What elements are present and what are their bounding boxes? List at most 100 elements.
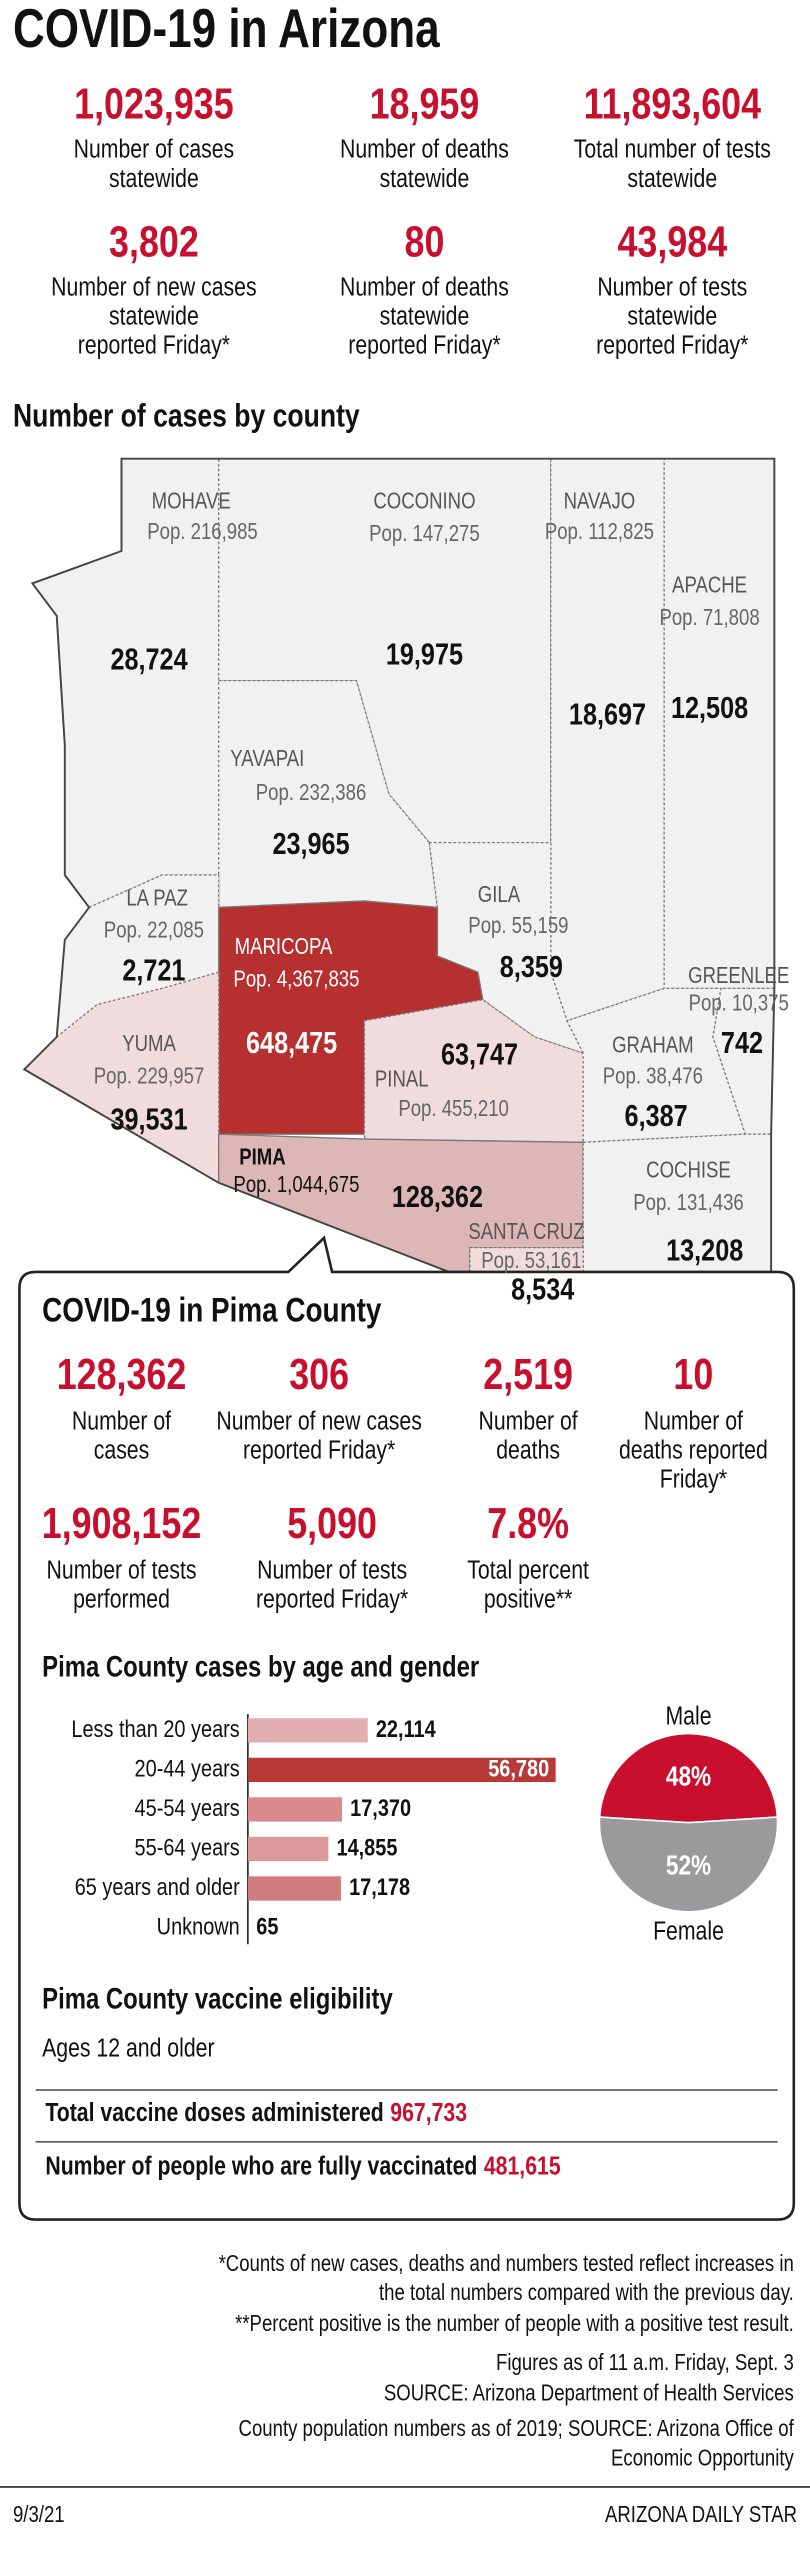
stat-label: Total percent: [467, 1557, 589, 1585]
county-name: COCHISE: [646, 1158, 731, 1183]
county-population: Pop. 112,825: [545, 519, 654, 544]
chart-title: Pima County cases by age and gender: [42, 1650, 479, 1683]
county-name: PIMA: [239, 1145, 285, 1170]
footnote: Figures as of 11 a.m. Friday, Sept. 3: [496, 2350, 794, 2375]
state-outline: [22, 457, 776, 1311]
county-cases: 23,965: [272, 827, 349, 861]
county-population: Pop. 147,275: [369, 521, 480, 546]
county-cases: 18,697: [569, 697, 646, 731]
stat-label: deaths: [496, 1437, 560, 1465]
county-cases: 2,721: [122, 953, 185, 987]
legend-label: Male: [665, 1702, 711, 1730]
footer-source: ARIZONA DAILY STAR: [605, 2502, 797, 2527]
county-population: Pop. 55,159: [468, 913, 568, 938]
eligibility: Ages 12 and older: [42, 2034, 215, 2062]
county-name: GILA: [478, 882, 521, 907]
bar-category: Less than 20 years: [71, 1715, 239, 1742]
stat-value: 18,959: [370, 80, 480, 128]
footnote: Economic Opportunity: [611, 2446, 794, 2471]
county-name: LA PAZ: [126, 886, 188, 911]
bar: [247, 1876, 341, 1901]
footnote: the total numbers compared with the prev…: [379, 2280, 794, 2305]
pima-box: [18, 1235, 796, 2221]
bar: [247, 1718, 368, 1743]
stat-label: cases: [94, 1437, 149, 1465]
county-name: YUMA: [122, 1031, 176, 1056]
bar: [247, 1836, 329, 1862]
county-population: Pop. 71,808: [659, 605, 759, 630]
bar-value-label: 17,370: [350, 1794, 411, 1821]
stat-label: Number of cases: [74, 136, 235, 164]
legend-label: Female: [653, 1918, 724, 1946]
footnote: *Counts of new cases, deaths and numbers…: [219, 2251, 794, 2276]
stat-label: Friday*: [660, 1466, 727, 1494]
title: COVID-19 in Arizona: [13, 0, 441, 59]
county-cases: 6,387: [625, 1099, 688, 1133]
stat-label: Number of: [479, 1408, 579, 1436]
county-shape: [712, 987, 776, 1135]
stat-label: positive**: [484, 1586, 573, 1614]
stat-label: performed: [73, 1586, 170, 1614]
bar-value-label: 17,178: [349, 1873, 410, 1900]
stat-label: Total number of tests: [574, 136, 771, 164]
section-title: Pima County vaccine eligibility: [42, 1982, 393, 2015]
county-population: Pop. 229,957: [94, 1064, 205, 1089]
vaccine-value: 481,615: [484, 2153, 561, 2181]
bar-value-label: 14,855: [336, 1833, 397, 1860]
county-population: Pop. 38,476: [603, 1064, 703, 1089]
pie-slice: [598, 1816, 779, 1913]
stat-label: Number of: [644, 1408, 744, 1436]
county-name: MARICOPA: [235, 934, 333, 959]
stat-label: reported Friday*: [596, 332, 748, 360]
county-name: APACHE: [672, 573, 747, 598]
stat-label: Number of new cases: [51, 274, 256, 302]
bar-value-label: 22,114: [376, 1715, 436, 1742]
county-name: GREENLEE: [688, 963, 789, 988]
stat-label: Number of tests: [597, 274, 747, 302]
county-population: Pop. 53,161: [481, 1248, 581, 1273]
footer-date: 9/3/21: [13, 2502, 65, 2527]
bar-category: 55-64 years: [135, 1833, 240, 1860]
stat-label: Number of: [72, 1408, 172, 1436]
stat-value: 80: [404, 218, 444, 266]
stat-value: 2,519: [483, 1350, 573, 1398]
county-cases: 63,747: [441, 1037, 518, 1071]
county-population: Pop. 1,044,675: [233, 1172, 359, 1197]
bar-category: 65 years and older: [75, 1873, 241, 1900]
section-title: Number of cases by county: [13, 398, 360, 434]
county-population: Pop. 216,985: [147, 519, 258, 544]
stat-label: Number of tests: [257, 1557, 407, 1585]
county-cases: 128,362: [392, 1180, 483, 1214]
footnote: SOURCE: Arizona Department of Health Ser…: [384, 2381, 794, 2406]
stat-value: 10: [673, 1350, 713, 1398]
stat-value: 43,984: [617, 218, 727, 266]
county-population: Pop. 455,210: [398, 1096, 509, 1121]
county-cases: 39,531: [110, 1102, 187, 1136]
county-population: Pop. 22,085: [104, 918, 204, 943]
county-name: PINAL: [375, 1067, 429, 1092]
stat-label: reported Friday*: [243, 1437, 395, 1465]
bar-value-label: 65: [256, 1913, 278, 1940]
county-population: Pop. 4,367,835: [233, 967, 359, 992]
stat-label: Number of deaths: [340, 136, 509, 164]
county-cases: 28,724: [110, 642, 187, 676]
stat-label: reported Friday*: [256, 1586, 408, 1614]
stat-label: Number of deaths: [340, 274, 509, 302]
county-population: Pop. 10,375: [689, 991, 789, 1016]
county-name: NAVAJO: [564, 489, 636, 514]
county-name: GRAHAM: [612, 1033, 694, 1058]
county-map: [22, 457, 776, 1311]
bar-value-label: 56,780: [488, 1754, 549, 1781]
stat-label: reported Friday*: [348, 332, 500, 360]
stat-value: 1,023,935: [74, 80, 234, 128]
stat-label: statewide: [627, 303, 717, 331]
county-population: Pop. 232,386: [256, 780, 367, 805]
vaccine-label: Number of people who are fully vaccinate…: [45, 2153, 477, 2181]
stat-value: 1,908,152: [42, 1500, 202, 1548]
county-shape: [566, 987, 747, 1143]
vaccine-value: 967,733: [390, 2099, 467, 2127]
bar: [247, 1757, 556, 1783]
pie-value-label: 52%: [666, 1850, 711, 1881]
